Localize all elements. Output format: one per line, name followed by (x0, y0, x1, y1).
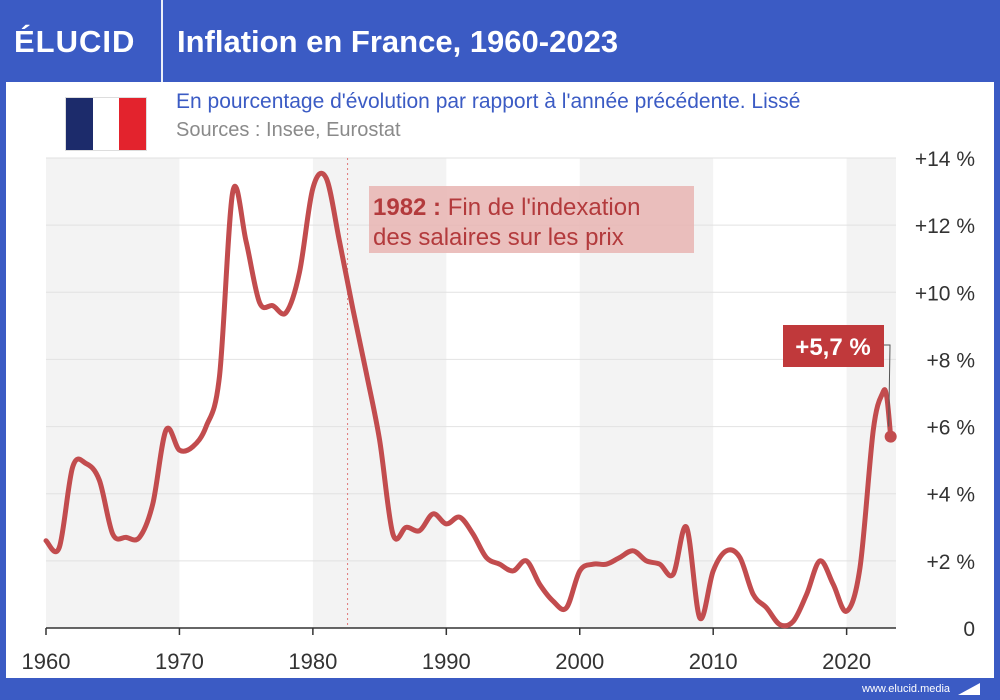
footer-url[interactable]: www.elucid.media (862, 683, 951, 695)
elucid-logo[interactable]: ÉLUCID (14, 24, 136, 59)
annotation-text-rest: Fin de l'indexation (441, 194, 640, 221)
annotation-text-line1: 1982 : Fin de l'indexation (373, 194, 640, 221)
header-divider (161, 0, 163, 82)
annotation-text-line2: des salaires sur les prix (373, 224, 624, 251)
elucid-mark-icon (958, 683, 980, 695)
x-tick-label: 2010 (689, 649, 738, 674)
end-value-label: +5,7 % (795, 334, 870, 361)
chart-subtitle: En pourcentage d'évolution par rapport à… (176, 90, 801, 113)
y-tick-label: +4 % (927, 484, 975, 507)
inflation-series-line (43, 170, 894, 629)
y-tick-label: +6 % (927, 417, 975, 440)
y-tick-label: +8 % (927, 349, 975, 372)
decade-band (46, 158, 180, 628)
badge-leader-line (884, 344, 891, 427)
x-tick-label: 2020 (822, 649, 871, 674)
y-tick-label: 0 (963, 618, 975, 641)
decade-band (846, 158, 896, 628)
annotation-year-bold: 1982 : (373, 194, 441, 221)
end-point-marker (884, 430, 897, 443)
x-tick-label: 1960 (22, 649, 71, 674)
x-tick-label: 1970 (155, 649, 204, 674)
y-tick-label: +2 % (927, 551, 975, 574)
x-tick-label: 2000 (555, 649, 604, 674)
chart-sources: Sources : Insee, Eurostat (176, 119, 401, 141)
x-tick-label: 1980 (288, 649, 337, 674)
annotation-box-1982 (369, 186, 694, 253)
end-value-badge (783, 325, 884, 367)
france-flag-icon (66, 98, 147, 150)
x-tick-label: 1990 (422, 649, 471, 674)
y-tick-label: +14 % (915, 148, 975, 171)
y-tick-label: +10 % (915, 282, 975, 305)
y-tick-label: +12 % (915, 215, 975, 238)
page-title: Inflation en France, 1960-2023 (177, 24, 619, 59)
header-bar: ÉLUCID Inflation en France, 1960-2023 (0, 0, 1000, 82)
